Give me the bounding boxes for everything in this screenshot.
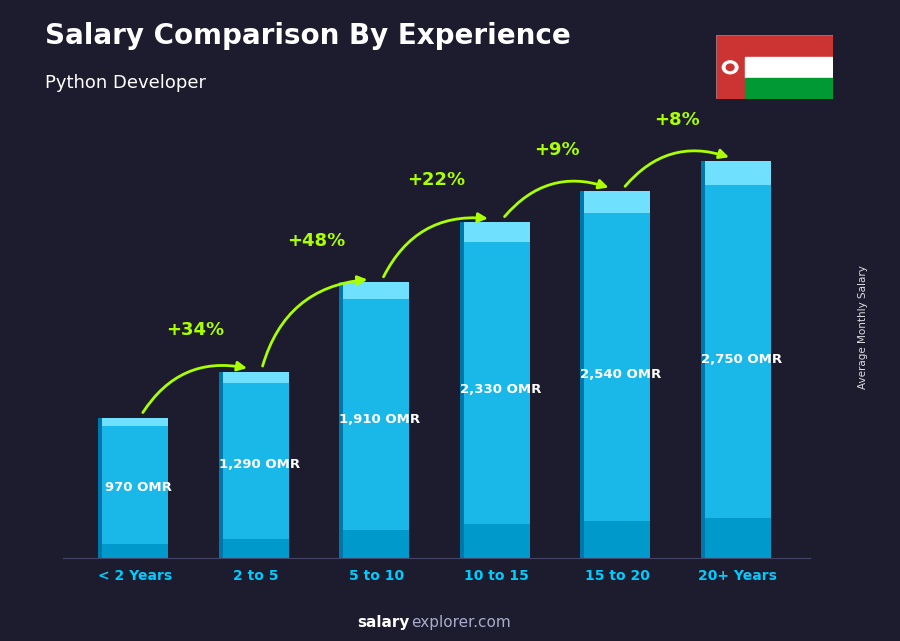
Bar [103,544,168,558]
Bar [705,161,770,558]
Text: +48%: +48% [287,232,345,250]
Text: explorer.com: explorer.com [411,615,511,630]
Text: +34%: +34% [166,321,225,339]
Bar [343,282,410,299]
Bar [222,372,289,383]
Bar [745,78,832,99]
Text: Average Monthly Salary: Average Monthly Salary [859,265,868,389]
Bar [103,418,168,426]
Circle shape [726,64,734,71]
Text: +22%: +22% [408,171,465,189]
Bar [464,222,530,242]
Text: Salary Comparison By Experience: Salary Comparison By Experience [45,22,571,51]
Bar [103,418,168,558]
Text: 2,540 OMR: 2,540 OMR [580,368,662,381]
Bar [580,191,587,558]
Bar [219,372,225,558]
Text: +8%: +8% [654,111,700,129]
Text: +9%: +9% [535,141,580,159]
Bar [343,530,410,558]
Bar [745,56,832,78]
Bar [584,521,651,558]
Text: 1,290 OMR: 1,290 OMR [219,458,300,471]
Text: salary: salary [357,615,410,630]
Text: Python Developer: Python Developer [45,74,206,92]
Bar [464,222,530,558]
Bar [584,191,651,558]
Bar [339,282,346,558]
Text: 1,910 OMR: 1,910 OMR [339,413,420,426]
Bar [98,418,104,558]
Bar [716,35,745,99]
Bar [700,161,707,558]
Bar [584,191,651,213]
Bar [222,539,289,558]
Bar [222,372,289,558]
Bar [705,518,770,558]
Bar [460,222,466,558]
Text: 2,330 OMR: 2,330 OMR [460,383,541,396]
Text: 970 OMR: 970 OMR [105,481,172,494]
Bar [705,161,770,185]
Bar [745,35,832,57]
Bar [343,282,410,558]
Text: 2,750 OMR: 2,750 OMR [701,353,782,366]
Circle shape [723,61,738,74]
Bar [464,524,530,558]
